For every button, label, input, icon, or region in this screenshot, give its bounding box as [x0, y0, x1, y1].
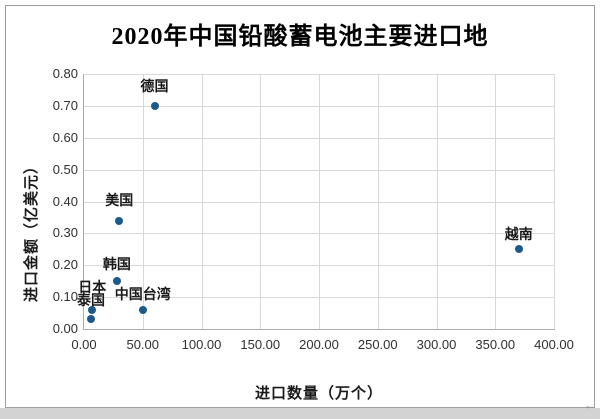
- gridline: [436, 74, 438, 329]
- chart-frame: [5, 5, 595, 408]
- gridline: [377, 74, 379, 329]
- x-tick-label: 150.00: [240, 337, 281, 352]
- bottom-strip: [0, 408, 600, 419]
- y-tick-label: 0.40: [52, 193, 78, 209]
- y-tick-label: 0.50: [52, 161, 78, 177]
- y-tick-label: 0.20: [52, 257, 78, 273]
- y-tick-label: 0.30: [52, 225, 78, 241]
- x-tick-label: 250.00: [357, 337, 398, 352]
- gridline: [554, 74, 555, 329]
- data-point: [150, 101, 159, 110]
- corner-arrow-icon: ←: [584, 398, 596, 412]
- data-point-label: 泰国: [77, 292, 106, 309]
- data-point: [112, 277, 121, 286]
- x-tick-label: 350.00: [475, 337, 516, 352]
- x-tick-label: 400.00: [534, 337, 574, 352]
- y-tick-label: 0.60: [52, 129, 78, 145]
- y-tick-label: 0.00: [52, 321, 78, 336]
- gridline: [260, 74, 262, 329]
- data-point-label: 越南: [504, 226, 533, 243]
- data-point-label: 中国台湾: [114, 285, 171, 302]
- data-point-label: 日本: [78, 278, 107, 295]
- y-tick-label: 0.10: [52, 289, 78, 305]
- gridline: [319, 74, 320, 329]
- gridline: [495, 74, 497, 329]
- x-axis-line: [83, 329, 555, 330]
- x-tick-label: 300.00: [416, 337, 457, 352]
- chart-title: 2020年中国铅酸蓄电池主要进口地: [111, 24, 489, 50]
- y-tick-label: 0.80: [52, 66, 78, 81]
- y-axis-line: [83, 74, 84, 330]
- data-point: [115, 216, 124, 225]
- gridline: [201, 74, 203, 329]
- plot-area: 德国美国韩国日本 泰国 中国台湾 越南: [77, 74, 555, 329]
- x-tick-label: 50.00: [126, 337, 160, 352]
- y-tick-label: 0.70: [52, 97, 78, 113]
- data-point-label: 美国: [105, 191, 134, 208]
- x-axis-title: 进口数量（万个）: [254, 385, 383, 402]
- data-point-label: 韩国: [102, 256, 131, 273]
- data-point-label: 德国: [140, 77, 169, 94]
- data-point: [138, 305, 147, 314]
- data-point: [88, 305, 97, 314]
- x-tick-label: 200.00: [299, 337, 339, 352]
- x-tick-label: 100.00: [181, 337, 222, 352]
- x-tick-label: 0.00: [71, 337, 97, 352]
- gridline: [142, 74, 144, 329]
- data-point: [514, 245, 523, 254]
- data-point: [87, 315, 96, 324]
